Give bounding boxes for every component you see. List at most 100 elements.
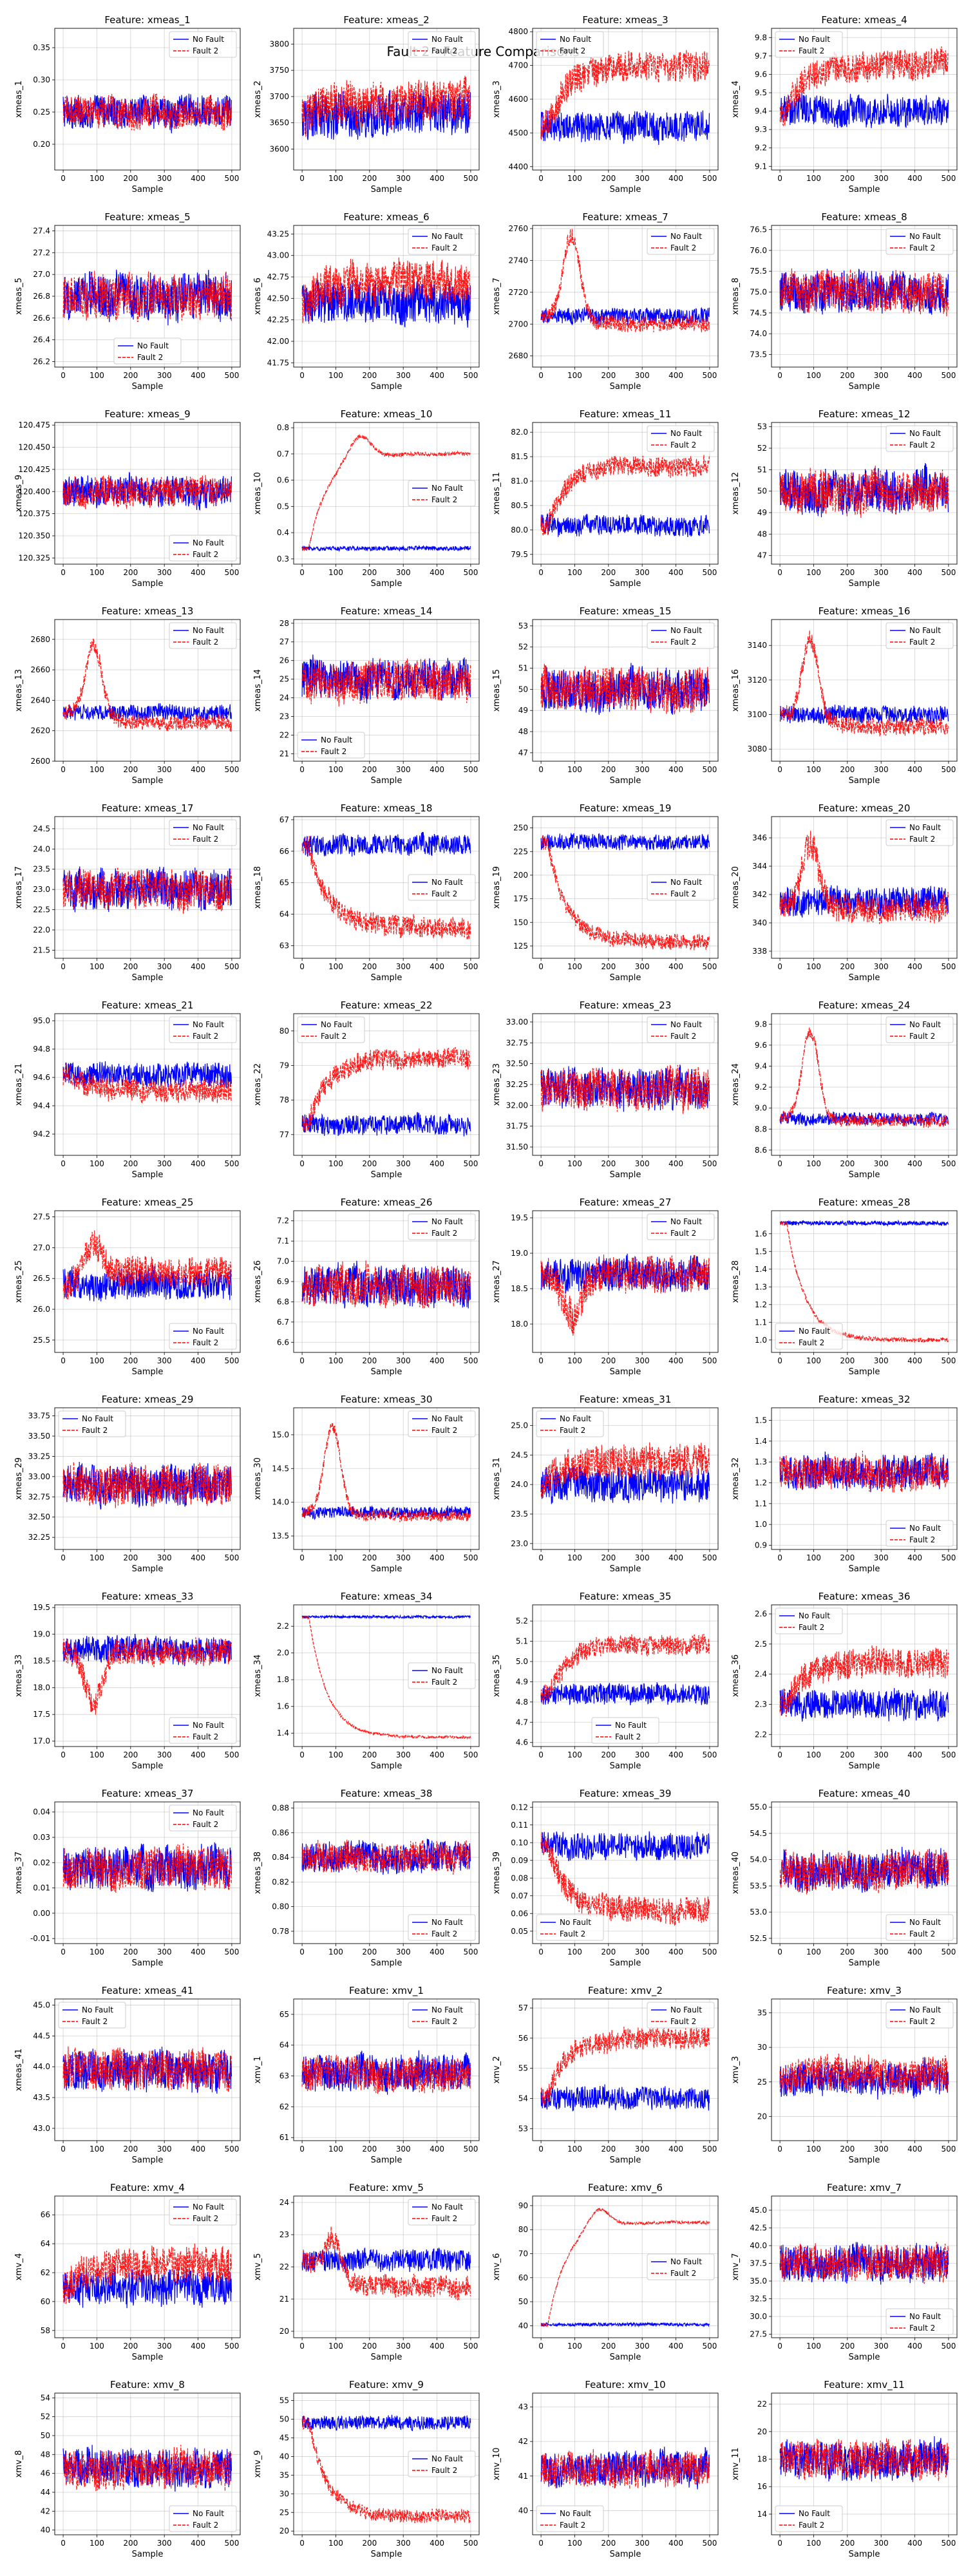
subplot-svg: Feature: xmeas_22 0 100 200 300 400 500 77 78 79 8… (253, 999, 480, 1180)
y-tick-label: 2680 (508, 352, 528, 361)
y-tick-label: 0.9 (755, 1541, 767, 1550)
subplot-svg: Feature: xmeas_31 0 100 200 300 400 500 23.0 23.… (492, 1394, 719, 1574)
y-tick-label: 2680 (30, 635, 50, 644)
y-tick-label: 27 (279, 638, 289, 647)
x-tick-label: 200 (123, 568, 138, 577)
legend-label-no-fault: No Fault (670, 232, 702, 241)
plot-frame (771, 28, 958, 171)
x-tick-label: 100 (90, 2539, 104, 2548)
series-fault (62, 270, 232, 323)
subplot-svg: Feature: xmeas_1 0 100 200 300 400 500 0.20 0.25… (14, 14, 241, 194)
x-axis-label: Sample (371, 1761, 402, 1771)
x-tick-label: 100 (567, 765, 582, 774)
legend: No Fault Fault 2 (775, 1607, 843, 1634)
x-tick-label: 200 (123, 1356, 138, 1365)
x-tick-label: 500 (702, 765, 717, 774)
y-axis-label: xmv_8 (14, 2450, 24, 2478)
x-tick-label: 500 (941, 174, 956, 183)
y-tick-label: 47 (518, 748, 528, 757)
x-tick-label: 300 (157, 371, 172, 380)
series-fault (301, 434, 471, 551)
y-tick-label: 0.7 (277, 450, 289, 459)
series-fault (62, 2445, 232, 2492)
y-tick-label: 7.0 (277, 1257, 289, 1266)
legend-box (169, 31, 237, 58)
y-tick-label: 33.00 (28, 1472, 50, 1481)
legend-box (169, 2505, 237, 2532)
y-tick-label: 67 (279, 815, 289, 824)
series-no-fault (540, 307, 710, 326)
y-tick-label: 42.50 (267, 294, 289, 303)
x-tick-label: 400 (191, 1553, 205, 1562)
legend: No Fault Fault 2 (647, 1213, 715, 1240)
y-tick-label: 0.11 (511, 1821, 528, 1830)
y-tick-label: 26.8 (33, 292, 50, 301)
x-tick-label: 500 (224, 1553, 239, 1562)
plot-frame (54, 1013, 241, 1156)
x-tick-label: 300 (157, 962, 172, 971)
y-tick-label: 4800 (508, 27, 528, 36)
y-tick-label: 342 (752, 890, 767, 899)
y-tick-label: 49 (757, 508, 767, 517)
y-tick-label: 250 (513, 824, 528, 833)
y-tick-label: 2.4 (755, 1670, 767, 1679)
legend-label-fault: Fault 2 (431, 2214, 457, 2223)
y-tick-label: 2700 (508, 319, 528, 328)
legend: No Fault Fault 2 (113, 337, 182, 365)
subplot-title: Feature: xmeas_39 (580, 1788, 672, 1800)
x-tick-label: 200 (362, 2342, 377, 2351)
x-tick-label: 400 (430, 1553, 444, 1562)
x-tick-label: 400 (191, 765, 205, 774)
x-tick-label: 200 (601, 1750, 616, 1759)
y-tick-label: 43.00 (267, 251, 289, 260)
x-tick-label: 0 (777, 962, 782, 971)
legend-label-fault: Fault 2 (321, 747, 346, 756)
subplot-xmeas_23: Feature: xmeas_23 0 100 200 300 400 500 31.50 31… (484, 987, 723, 1184)
series-no-fault (62, 1061, 232, 1089)
y-tick-label: 24.5 (511, 1450, 528, 1459)
y-tick-label: 24.0 (511, 1480, 528, 1489)
y-tick-label: 150 (513, 918, 528, 927)
series-no-fault (62, 269, 232, 326)
series-no-fault (301, 2414, 471, 2432)
y-tick-label: 0.82 (272, 1877, 289, 1886)
x-tick-label: 400 (430, 2145, 444, 2154)
series-fault (301, 257, 471, 325)
y-tick-label: 42 (41, 2506, 50, 2515)
y-tick-label: 81.0 (511, 477, 528, 486)
x-tick-label: 300 (157, 174, 172, 183)
x-tick-label: 300 (157, 1159, 172, 1168)
x-tick-label: 400 (191, 371, 205, 380)
subplot-svg: Feature: xmeas_29 0 100 200 300 400 500 32.25 32… (14, 1394, 241, 1574)
x-tick-label: 200 (123, 2145, 138, 2154)
y-tick-label: 0.88 (272, 1804, 289, 1813)
legend: No Fault Fault 2 (408, 1410, 476, 1437)
x-tick-label: 500 (941, 1159, 956, 1168)
y-tick-label: 21.5 (33, 945, 50, 954)
series-fault (62, 1636, 232, 1715)
legend: No Fault Fault 2 (886, 228, 954, 255)
x-tick-label: 300 (396, 1553, 411, 1562)
x-tick-label: 0 (777, 568, 782, 577)
y-tick-label: 0.06 (511, 1909, 528, 1918)
legend-label-fault: Fault 2 (431, 1929, 457, 1938)
subplot-svg: Feature: xmv_6 0 100 200 300 400 500 40 50 60 70 80… (492, 2182, 719, 2362)
series-no-fault (779, 1688, 949, 1722)
subplot-xmv_1: Feature: xmv_1 0 100 200 300 400 500 61 62 63 64 65… (245, 1972, 484, 2169)
x-tick-label: 0 (538, 371, 544, 380)
x-tick-label: 500 (941, 1750, 956, 1759)
legend-box (408, 874, 476, 901)
series-no-fault (779, 705, 949, 724)
subplot-svg: Feature: xmv_11 0 100 200 300 400 500 14 16 18 20 2… (731, 2379, 958, 2559)
y-tick-label: 82.0 (511, 428, 528, 437)
subplot-title: Feature: xmv_11 (824, 2379, 904, 2391)
legend-label-no-fault: No Fault (799, 1611, 830, 1620)
x-axis-label: Sample (849, 2353, 880, 2362)
y-tick-label: 0.86 (272, 1828, 289, 1837)
y-tick-label: 27.2 (33, 248, 50, 257)
legend: No Fault Fault 2 (408, 1213, 476, 1240)
subplot-xmeas_26: Feature: xmeas_26 0 100 200 300 400 500 6.6 6.7 6… (245, 1184, 484, 1381)
y-tick-label: 58 (41, 2326, 50, 2335)
legend-box (647, 1016, 715, 1043)
x-tick-label: 0 (538, 1947, 544, 1956)
